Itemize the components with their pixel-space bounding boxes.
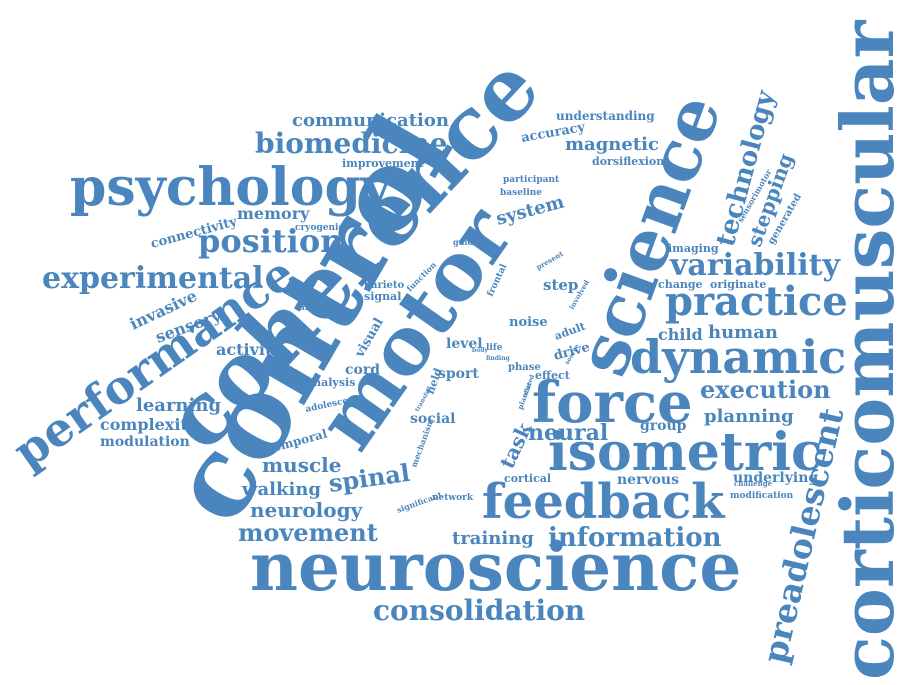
word-social: social — [410, 411, 455, 427]
word-guided: guided — [453, 237, 484, 247]
word-network: network — [432, 493, 474, 503]
word-neuroscience: neuroscience — [250, 528, 741, 606]
word-child: child — [658, 325, 703, 344]
word-force: force — [532, 370, 693, 436]
word-neurology: neurology — [250, 498, 364, 522]
word-initiation: initiation — [296, 302, 338, 312]
word-effect: effect — [535, 369, 571, 382]
word-magnetic: magnetic — [565, 134, 659, 155]
word-modification: modification — [730, 491, 794, 501]
word-dorsiflexion: dorsiflexion — [592, 155, 664, 168]
word-complexity: complexity — [100, 415, 198, 434]
word-step: step — [543, 276, 578, 294]
word-noise: noise — [509, 315, 548, 330]
word-isometric: isometric — [548, 422, 823, 483]
word-challenge: challenge — [734, 479, 773, 488]
word-activity: activity — [216, 340, 282, 359]
word-present: present — [535, 249, 566, 272]
word-practice: practice — [665, 278, 848, 325]
word-position: position — [198, 222, 343, 260]
word-biomedicine: biomedicine — [255, 127, 447, 160]
word-improvement: improvement — [342, 157, 425, 170]
word-execution: execution — [700, 375, 831, 404]
word-life: life — [486, 343, 503, 353]
word-level: level — [446, 336, 483, 352]
word-cortical: cortical — [504, 472, 551, 485]
word-analysis: analysis — [306, 376, 355, 389]
word-parieto: parieto — [364, 280, 405, 291]
word-memory: memory — [237, 204, 310, 223]
word-finding: finding — [486, 355, 511, 362]
word-baseline: baseline — [500, 188, 542, 198]
word-consolidation: consolidation — [373, 594, 585, 627]
word-learning: learning — [136, 395, 221, 416]
word-psychology: psychology — [70, 157, 393, 218]
word-corticomuscular: corticomuscular — [825, 19, 900, 680]
word-planning: planning — [704, 406, 794, 427]
word-participant: participant — [503, 175, 560, 185]
word-feedback: feedback — [482, 474, 726, 530]
word-modulation: modulation — [100, 434, 190, 450]
word-human: human — [708, 322, 778, 343]
word-cord: cord — [345, 362, 380, 378]
word-training: training — [452, 528, 534, 549]
word-imaging: imaging — [668, 242, 719, 255]
word-phase: phase — [508, 362, 541, 373]
word-movement: movement — [238, 518, 378, 547]
word-muscle: muscle — [262, 453, 341, 477]
word-change: change — [658, 278, 703, 291]
word-body: body — [472, 347, 488, 354]
word-walking: walking — [241, 479, 321, 500]
word-sport: sport — [438, 366, 479, 382]
word-originate: originate — [710, 278, 766, 291]
word-experimental: experimental — [42, 261, 264, 296]
word-communication: communication — [292, 110, 449, 131]
word-dynamic: dynamic — [630, 330, 846, 384]
word-understanding: understanding — [556, 109, 655, 123]
word-nervous: nervous — [617, 472, 679, 488]
word-variability: variability — [669, 248, 842, 283]
word-signal: signal — [364, 290, 401, 303]
word-group: group — [640, 418, 687, 434]
word-underlying: underlying — [733, 470, 818, 486]
word-cryogenic: cryogenic — [295, 223, 344, 233]
word-neural: neural — [528, 420, 608, 446]
word-information: information — [548, 523, 722, 553]
